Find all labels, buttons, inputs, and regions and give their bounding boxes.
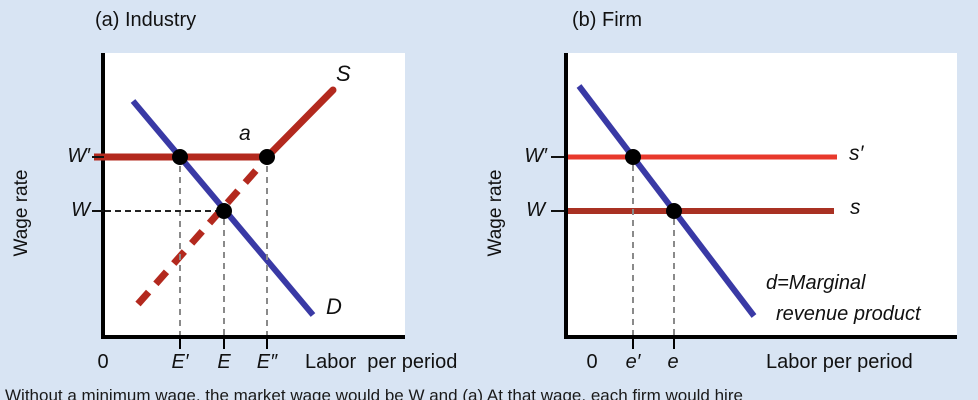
panel-b-demand-label-line1: d=Marginal: [766, 272, 866, 294]
firm-demand-curve-d: [576, 84, 757, 318]
panel-a-plot-area: [94, 53, 405, 349]
hire-at-floor-dot: [625, 149, 641, 165]
panel-a-w-prime-connector: [92, 156, 104, 158]
panel-b-tick-e-prime: e′: [625, 351, 641, 373]
panel-b-title: (b) Firm: [572, 9, 642, 31]
figure-caption-fragment: Without a minimum wage, the market wage …: [5, 386, 743, 400]
panel-a-tick-E: E: [217, 351, 231, 373]
hire-at-market-wage-dot: [666, 203, 682, 219]
panel-b-x-axis-label: Labor per period: [766, 351, 913, 373]
panel-b-origin-label: 0: [586, 351, 598, 373]
panel-b-curves-svg: [568, 84, 837, 349]
panel-a-origin-label: 0: [97, 351, 109, 373]
point-a-supply-at-floor-dot: [259, 149, 275, 165]
panel-b-tick-e: e: [667, 351, 679, 373]
panel-a-y-axis-label: Wage rate: [11, 169, 32, 257]
panel-a-supply-label: S: [336, 61, 351, 86]
panel-a-w-prime-label: W′: [67, 145, 90, 167]
supply-curve-S-above-floor: [263, 86, 337, 161]
panel-a-tick-E-prime: E′: [171, 351, 189, 373]
panel-b-s-prime-label: s′: [849, 142, 864, 165]
panel-b-demand-label-line2: revenue product: [776, 303, 921, 325]
panel-a-title: (a) Industry: [95, 9, 197, 31]
panel-a-x-axis-label: Labor per period: [305, 351, 458, 373]
panel-a-curves-svg: [94, 86, 337, 349]
demand-at-floor-dot: [172, 149, 188, 165]
panel-b-s-label: s: [850, 196, 861, 219]
panel-a-w-label: W: [71, 199, 90, 221]
panel-b-w-prime-label: W′: [524, 145, 547, 167]
panel-a-point-a-label: a: [239, 122, 251, 145]
panel-a-w-connector: [92, 210, 104, 212]
equilibrium-E-dot: [216, 203, 232, 219]
panel-b-w-label: W: [526, 199, 545, 221]
panel-b-w-prime-connector: [551, 156, 564, 158]
panel-a-demand-label: D: [326, 294, 342, 319]
panel-b-w-connector: [551, 210, 564, 212]
supply-curve-S-dashed-below-floor: [135, 155, 270, 307]
panel-b-plot-area: [564, 53, 957, 349]
panel-a-tick-E-double-prime: E″: [256, 351, 278, 373]
